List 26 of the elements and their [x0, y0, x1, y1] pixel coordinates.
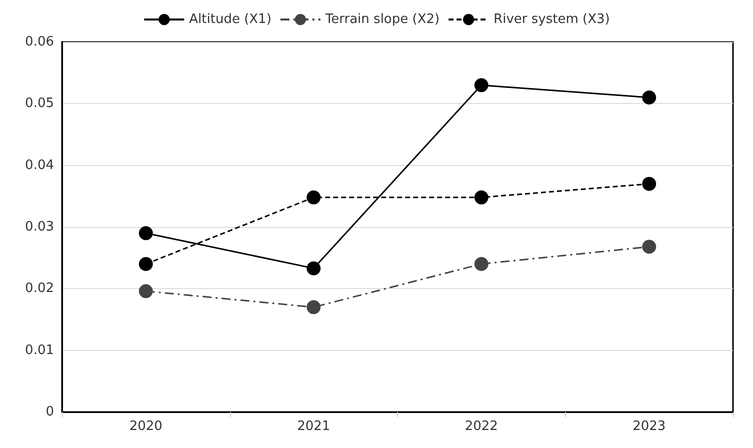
- y-tick-label: 0.03: [25, 220, 54, 234]
- point: [474, 257, 488, 271]
- y-tick-label: 0.04: [25, 158, 54, 173]
- y-tick-label: 0.01: [25, 342, 54, 358]
- x-tick-label: 2020: [129, 419, 162, 434]
- point: [306, 300, 321, 314]
- point: [474, 78, 488, 92]
- y-tick-label: 0: [46, 404, 54, 420]
- point: [138, 226, 153, 240]
- point: [306, 261, 321, 276]
- point: [138, 284, 153, 298]
- point: [642, 240, 656, 254]
- y-tick-label: 0.05: [25, 96, 54, 112]
- x-tick-label: 2023: [632, 419, 666, 434]
- x-tick-label: 2022: [464, 419, 498, 434]
- y-tick-label: 0.02: [25, 281, 54, 296]
- point: [642, 176, 656, 191]
- point: [306, 190, 321, 204]
- point: [138, 257, 153, 271]
- legend-label: River system (X3): [494, 12, 610, 27]
- y-tick-label: 0.06: [25, 34, 54, 50]
- legend-label: Altitude (X1): [189, 12, 272, 27]
- point: [642, 90, 656, 104]
- x-tick-label: 2021: [297, 419, 330, 434]
- legend-label: Terrain slope (X2): [324, 12, 440, 27]
- point: [474, 190, 488, 204]
